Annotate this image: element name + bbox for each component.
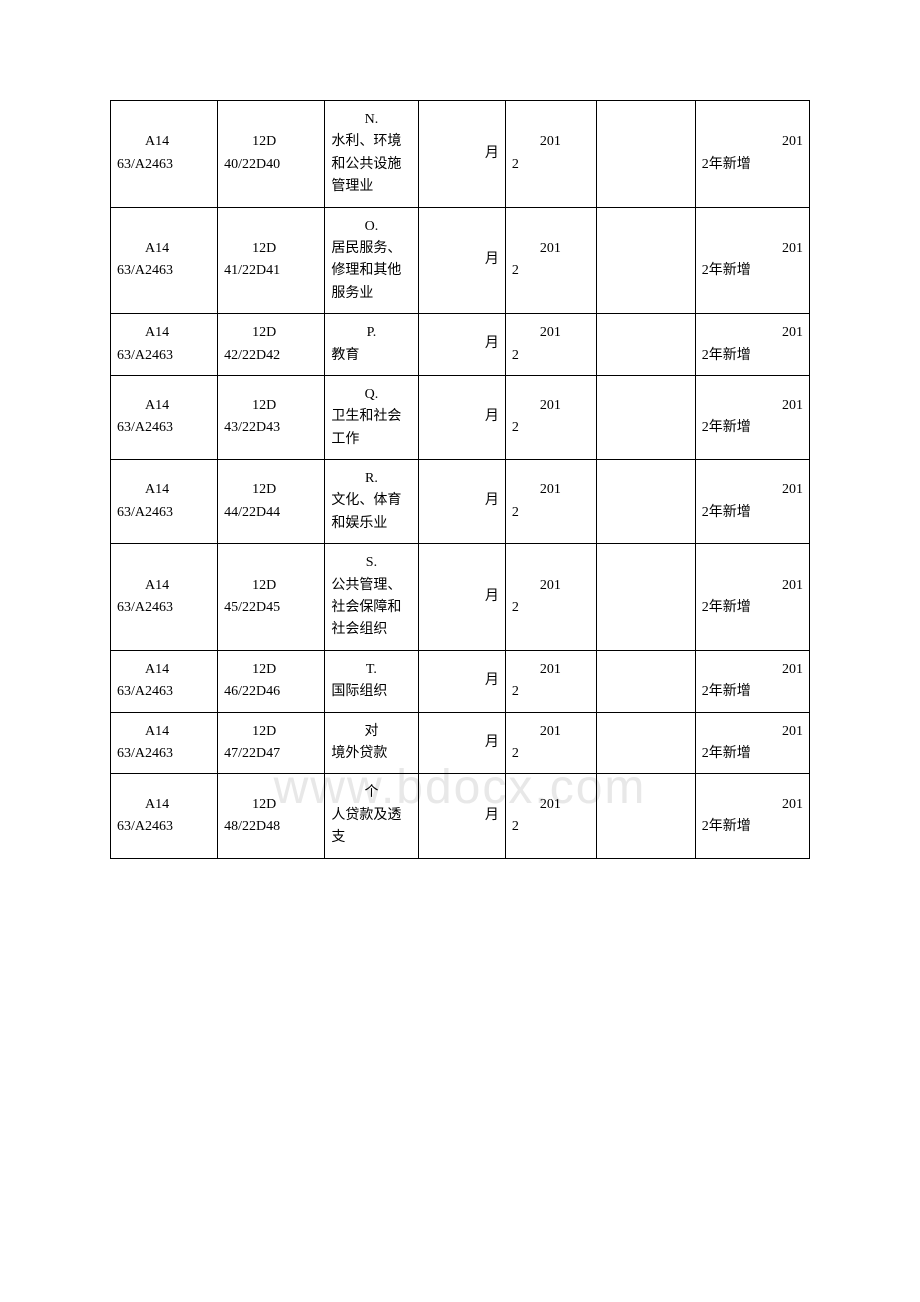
cell-remark: 2012年新增	[695, 650, 809, 712]
cell-remark: 2012年新增	[695, 460, 809, 544]
cell-category: Q.卫生和社会工作	[325, 375, 418, 459]
cell-year-start: 2012	[505, 650, 596, 712]
cell-period: 月	[418, 314, 505, 376]
cell-code-a: A1463/A2463	[111, 314, 218, 376]
cell-remark: 2012年新增	[695, 544, 809, 651]
cell-code-a: A1463/A2463	[111, 544, 218, 651]
cell-remark: 2012年新增	[695, 375, 809, 459]
cell-period: 月	[418, 712, 505, 774]
cell-category: P.教育	[325, 314, 418, 376]
cell-code-d: 12D44/22D44	[218, 460, 325, 544]
cell-remark: 2012年新增	[695, 774, 809, 858]
cell-period: 月	[418, 207, 505, 314]
cell-period: 月	[418, 460, 505, 544]
cell-year-start: 2012	[505, 460, 596, 544]
cell-code-d: 12D48/22D48	[218, 774, 325, 858]
cell-code-d: 12D40/22D40	[218, 101, 325, 208]
cell-period: 月	[418, 774, 505, 858]
cell-code-d: 12D45/22D45	[218, 544, 325, 651]
cell-code-d: 12D41/22D41	[218, 207, 325, 314]
cell-year-start: 2012	[505, 712, 596, 774]
cell-category: 对境外贷款	[325, 712, 418, 774]
cell-period: 月	[418, 650, 505, 712]
table-row: A1463/A246312D42/22D42P.教育月2012 2012年新增	[111, 314, 810, 376]
cell-code-a: A1463/A2463	[111, 101, 218, 208]
table-row: A1463/A246312D41/22D41O.居民服务、修理和其他服务业月20…	[111, 207, 810, 314]
cell-remark: 2012年新增	[695, 314, 809, 376]
table-row: A1463/A246312D47/22D47对境外贷款月2012 2012年新增	[111, 712, 810, 774]
cell-code-d: 12D42/22D42	[218, 314, 325, 376]
cell-category: S.公共管理、社会保障和社会组织	[325, 544, 418, 651]
cell-category: 个人贷款及透支	[325, 774, 418, 858]
cell-code-a: A1463/A2463	[111, 650, 218, 712]
cell-code-d: 12D46/22D46	[218, 650, 325, 712]
cell-category: O.居民服务、修理和其他服务业	[325, 207, 418, 314]
cell-code-d: 12D43/22D43	[218, 375, 325, 459]
cell-code-a: A1463/A2463	[111, 774, 218, 858]
cell-remark: 2012年新增	[695, 207, 809, 314]
table-row: A1463/A246312D44/22D44R.文化、体育和娱乐业月2012 20…	[111, 460, 810, 544]
cell-year-start: 2012	[505, 207, 596, 314]
cell-category: R.文化、体育和娱乐业	[325, 460, 418, 544]
cell-year-start: 2012	[505, 101, 596, 208]
cell-remark: 2012年新增	[695, 712, 809, 774]
cell-code-a: A1463/A2463	[111, 460, 218, 544]
cell-empty	[596, 544, 695, 651]
cell-period: 月	[418, 375, 505, 459]
cell-code-a: A1463/A2463	[111, 712, 218, 774]
data-table: A1463/A246312D40/22D40N.水利、环境和公共设施管理业月20…	[110, 100, 810, 859]
cell-period: 月	[418, 544, 505, 651]
cell-year-start: 2012	[505, 314, 596, 376]
cell-empty	[596, 460, 695, 544]
table-row: A1463/A246312D43/22D43Q.卫生和社会工作月2012 2012…	[111, 375, 810, 459]
cell-empty	[596, 712, 695, 774]
table-row: A1463/A246312D45/22D45S.公共管理、社会保障和社会组织月2…	[111, 544, 810, 651]
table-row: A1463/A246312D46/22D46T.国际组织月2012 2012年新增	[111, 650, 810, 712]
cell-year-start: 2012	[505, 375, 596, 459]
cell-year-start: 2012	[505, 774, 596, 858]
cell-empty	[596, 207, 695, 314]
cell-empty	[596, 314, 695, 376]
cell-empty	[596, 774, 695, 858]
cell-category: T.国际组织	[325, 650, 418, 712]
cell-code-a: A1463/A2463	[111, 375, 218, 459]
cell-category: N.水利、环境和公共设施管理业	[325, 101, 418, 208]
cell-empty	[596, 375, 695, 459]
table-row: A1463/A246312D48/22D48个人贷款及透支月2012 2012年新…	[111, 774, 810, 858]
cell-empty	[596, 650, 695, 712]
cell-year-start: 2012	[505, 544, 596, 651]
cell-remark: 2012年新增	[695, 101, 809, 208]
cell-code-d: 12D47/22D47	[218, 712, 325, 774]
cell-period: 月	[418, 101, 505, 208]
table-row: A1463/A246312D40/22D40N.水利、环境和公共设施管理业月20…	[111, 101, 810, 208]
cell-empty	[596, 101, 695, 208]
cell-code-a: A1463/A2463	[111, 207, 218, 314]
